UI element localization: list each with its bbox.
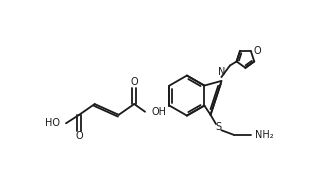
Text: S: S <box>215 122 221 132</box>
Text: N: N <box>218 67 225 77</box>
Text: O: O <box>253 46 261 56</box>
Text: O: O <box>130 77 138 88</box>
Text: O: O <box>75 131 83 141</box>
Text: HO: HO <box>45 118 60 128</box>
Text: OH: OH <box>151 107 166 117</box>
Text: NH₂: NH₂ <box>255 130 273 140</box>
